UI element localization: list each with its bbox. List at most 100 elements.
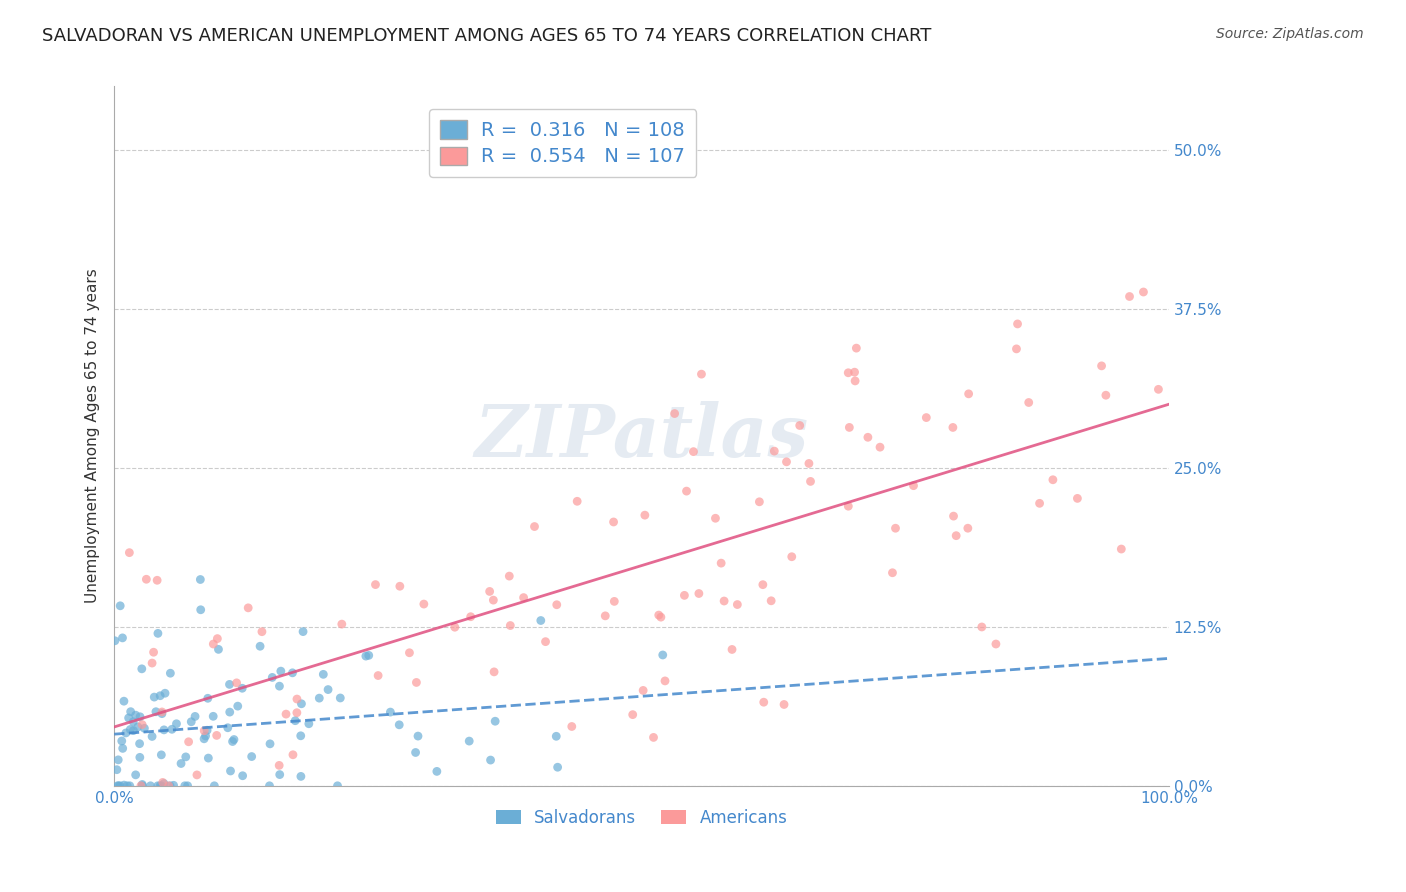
Point bbox=[120, 723, 142, 737]
Point bbox=[406, 729, 429, 743]
Point bbox=[546, 729, 568, 743]
Point bbox=[479, 753, 502, 767]
Point bbox=[1111, 542, 1133, 557]
Point bbox=[547, 760, 569, 774]
Point bbox=[690, 367, 713, 381]
Point bbox=[259, 779, 281, 793]
Point bbox=[124, 768, 146, 782]
Point bbox=[115, 726, 138, 740]
Point bbox=[250, 624, 273, 639]
Point bbox=[269, 679, 291, 693]
Point bbox=[207, 642, 229, 657]
Point bbox=[129, 779, 152, 793]
Point bbox=[174, 750, 197, 764]
Point bbox=[682, 444, 704, 458]
Point bbox=[190, 573, 212, 587]
Point bbox=[153, 686, 176, 700]
Point bbox=[173, 779, 195, 793]
Point bbox=[150, 747, 173, 762]
Point bbox=[269, 758, 291, 772]
Point bbox=[197, 691, 219, 706]
Point bbox=[150, 706, 173, 721]
Point bbox=[131, 662, 153, 676]
Point bbox=[226, 699, 249, 714]
Point bbox=[120, 705, 142, 719]
Point bbox=[713, 594, 735, 608]
Point bbox=[643, 731, 665, 745]
Point bbox=[1028, 496, 1050, 510]
Point bbox=[262, 670, 284, 684]
Point bbox=[194, 729, 217, 743]
Point bbox=[284, 714, 307, 728]
Point bbox=[104, 633, 127, 648]
Point bbox=[388, 579, 411, 593]
Point bbox=[290, 697, 312, 711]
Point bbox=[238, 600, 260, 615]
Point bbox=[118, 546, 141, 560]
Point bbox=[1018, 395, 1040, 409]
Point bbox=[159, 666, 181, 681]
Point bbox=[603, 594, 626, 608]
Point bbox=[789, 418, 811, 433]
Point bbox=[162, 778, 184, 792]
Point bbox=[240, 749, 263, 764]
Point bbox=[478, 584, 501, 599]
Point bbox=[405, 746, 427, 760]
Point bbox=[942, 420, 965, 434]
Point bbox=[1007, 317, 1029, 331]
Point bbox=[326, 779, 349, 793]
Point bbox=[193, 723, 215, 738]
Point bbox=[780, 549, 803, 564]
Point bbox=[108, 599, 131, 613]
Point bbox=[149, 689, 172, 703]
Point bbox=[844, 374, 866, 388]
Point bbox=[186, 768, 208, 782]
Point bbox=[752, 577, 775, 591]
Point bbox=[270, 664, 292, 678]
Point bbox=[354, 649, 377, 664]
Y-axis label: Unemployment Among Ages 65 to 74 years: Unemployment Among Ages 65 to 74 years bbox=[86, 268, 100, 604]
Point bbox=[654, 673, 676, 688]
Point bbox=[146, 574, 169, 588]
Point bbox=[135, 572, 157, 586]
Point bbox=[903, 478, 925, 492]
Point bbox=[1147, 382, 1170, 396]
Point bbox=[259, 737, 281, 751]
Point bbox=[131, 717, 153, 731]
Point bbox=[143, 690, 166, 705]
Point bbox=[1132, 285, 1154, 299]
Point bbox=[129, 710, 152, 724]
Point bbox=[111, 631, 134, 645]
Point bbox=[312, 667, 335, 681]
Text: ZIPatlas: ZIPatlas bbox=[474, 401, 808, 472]
Point bbox=[752, 695, 775, 709]
Point bbox=[197, 751, 219, 765]
Point bbox=[845, 341, 868, 355]
Point bbox=[1090, 359, 1112, 373]
Point bbox=[984, 637, 1007, 651]
Point bbox=[207, 632, 229, 646]
Point bbox=[602, 515, 624, 529]
Point bbox=[202, 779, 225, 793]
Point bbox=[482, 665, 505, 679]
Text: SALVADORAN VS AMERICAN UNEMPLOYMENT AMONG AGES 65 TO 74 YEARS CORRELATION CHART: SALVADORAN VS AMERICAN UNEMPLOYMENT AMON… bbox=[42, 27, 932, 45]
Point bbox=[1118, 289, 1140, 303]
Point bbox=[150, 779, 173, 793]
Point bbox=[290, 729, 312, 743]
Point bbox=[412, 597, 434, 611]
Legend: Salvadorans, Americans: Salvadorans, Americans bbox=[489, 802, 794, 833]
Point bbox=[631, 683, 654, 698]
Point bbox=[567, 494, 589, 508]
Point bbox=[837, 499, 859, 513]
Point bbox=[1066, 491, 1088, 506]
Point bbox=[844, 365, 866, 379]
Point bbox=[316, 682, 339, 697]
Point bbox=[108, 779, 131, 793]
Point bbox=[530, 614, 553, 628]
Point bbox=[648, 608, 671, 623]
Point bbox=[149, 779, 172, 793]
Point bbox=[534, 634, 557, 648]
Point bbox=[388, 718, 411, 732]
Point bbox=[380, 705, 402, 719]
Point bbox=[357, 648, 380, 663]
